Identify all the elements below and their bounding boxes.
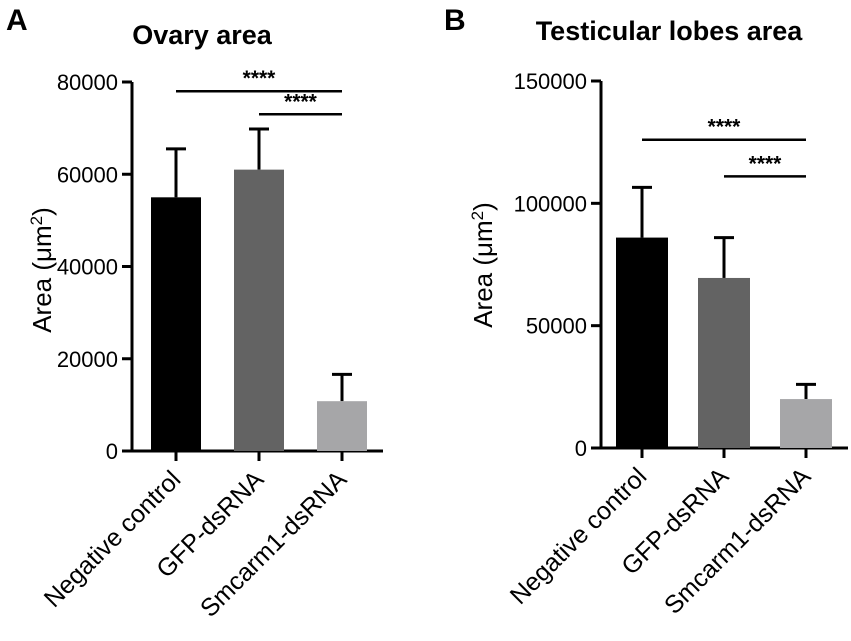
y-axis-title-base: Area (μm	[27, 225, 57, 332]
bar	[317, 401, 367, 451]
y-tick-label: 40000	[57, 255, 118, 280]
y-tick-label: 0	[106, 439, 118, 464]
significance-label: ****	[243, 67, 277, 90]
bar	[616, 237, 668, 448]
y-tick-label: 150000	[514, 69, 587, 94]
y-tick-label: 100000	[514, 191, 587, 216]
bar	[234, 169, 284, 451]
y-tick-label: 0	[575, 436, 587, 461]
panel-letter: B	[444, 4, 466, 37]
panel-letter: A	[6, 4, 28, 37]
y-tick-label: 80000	[57, 70, 118, 95]
significance-label: ****	[284, 90, 318, 113]
y-axis-title-sup: 2	[27, 216, 46, 225]
y-tick-label: 50000	[526, 314, 587, 339]
y-tick-label: 60000	[57, 162, 118, 187]
x-category-label: Smcarm1-dsRNA	[659, 462, 817, 620]
x-category-label: Negative control	[39, 465, 187, 613]
y-axis-title-sup: 2	[468, 211, 487, 220]
x-category-label: Negative control	[505, 462, 653, 610]
significance-label: ****	[749, 152, 783, 175]
x-category-label: Smcarm1-dsRNA	[195, 465, 353, 623]
y-axis-title-base: Area (μm	[468, 220, 498, 327]
y-axis-title: Area (μm2)	[27, 207, 57, 333]
y-tick-label: 20000	[57, 347, 118, 372]
bar	[151, 197, 201, 451]
significance-label: ****	[708, 116, 742, 139]
y-axis-title-close: )	[27, 207, 57, 216]
chart-title: Testicular lobes area	[536, 16, 804, 46]
y-axis-title-close: )	[468, 202, 498, 211]
bar	[780, 399, 832, 448]
y-axis-title: Area (μm2)	[468, 202, 498, 328]
panel-a: A Ovary area Area (μm2) 0 20000 40000 60000…	[6, 4, 383, 623]
bar	[698, 277, 750, 448]
panel-b: B Testicular lobes area Area (μm2) 0 5000…	[444, 4, 848, 620]
chart-title: Ovary area	[132, 20, 273, 50]
